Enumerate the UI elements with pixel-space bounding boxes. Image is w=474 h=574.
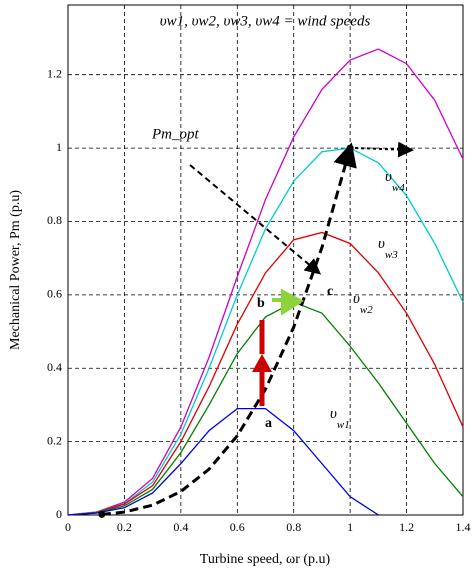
arrow-green bbox=[272, 288, 304, 316]
annotation-opt: Pm_opt bbox=[151, 126, 199, 142]
x-tick-label: 0.4 bbox=[173, 520, 188, 534]
series-line bbox=[67, 301, 464, 516]
series-line bbox=[67, 48, 464, 516]
series-label: υw1 bbox=[330, 406, 350, 430]
arrow-red-head bbox=[252, 354, 272, 372]
y-tick-label: 0.8 bbox=[47, 213, 62, 227]
plot-frame bbox=[67, 4, 464, 516]
series-line bbox=[67, 231, 464, 516]
arrow-pointer bbox=[189, 164, 322, 275]
y-tick-label: 0.2 bbox=[47, 433, 62, 447]
series-line bbox=[67, 407, 379, 516]
series-line bbox=[67, 147, 464, 516]
arrow-continue bbox=[354, 141, 414, 158]
y-tick-label: 0 bbox=[56, 507, 62, 521]
y-tick-label: 1.2 bbox=[47, 66, 62, 80]
annotation-top: υw1, υw2, υw3, υw4 = wind speeds bbox=[160, 13, 371, 29]
optimal-curve bbox=[101, 142, 357, 516]
x-axis-label: Turbine speed, ωr (p.u) bbox=[200, 552, 331, 567]
y-tick-label: 0.6 bbox=[47, 287, 62, 301]
x-tick-label: 0.8 bbox=[286, 520, 301, 534]
optimal-peak bbox=[346, 144, 354, 152]
y-tick-label: 0.4 bbox=[47, 360, 62, 374]
x-tick-label: 0 bbox=[65, 520, 71, 534]
point-label: a bbox=[265, 416, 272, 431]
y-tick-label: 1 bbox=[56, 140, 62, 154]
series-label: υw2 bbox=[353, 291, 373, 315]
y-axis-label: Mechanical Power, Pm (p.u) bbox=[8, 190, 23, 350]
series-label: υw4 bbox=[385, 169, 405, 193]
x-tick-label: 1.2 bbox=[399, 520, 414, 534]
x-tick-label: 1.4 bbox=[456, 520, 471, 534]
point-label: b bbox=[257, 296, 265, 311]
series-label: υw3 bbox=[378, 236, 398, 260]
x-tick-label: 0.2 bbox=[117, 520, 132, 534]
x-tick-label: 1 bbox=[347, 520, 353, 534]
point-label: c bbox=[327, 284, 333, 299]
x-tick-label: 0.6 bbox=[230, 520, 245, 534]
optimal-start bbox=[98, 510, 106, 518]
